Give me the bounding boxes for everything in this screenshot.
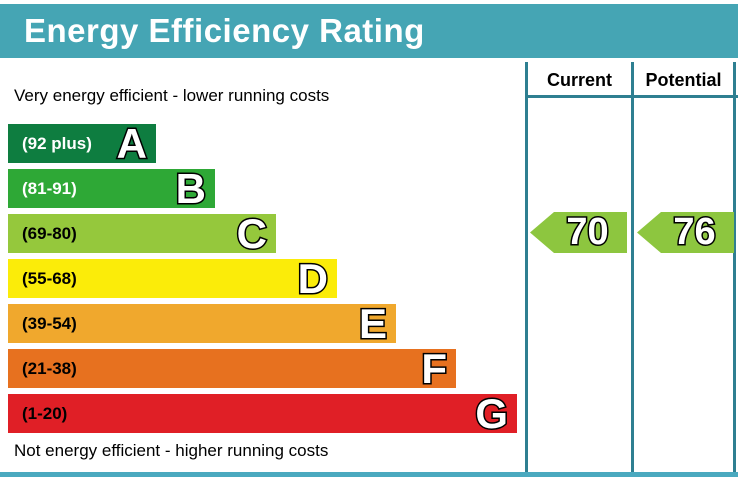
band-row-g: (1-20) G <box>8 390 517 437</box>
band-row-e: (39-54) E <box>8 300 396 347</box>
current-rating-arrow: 70 <box>530 212 627 253</box>
band-row-b: (81-91) B <box>8 165 215 212</box>
band-letter: B <box>174 165 207 212</box>
band-range-label: (39-54) <box>22 313 77 333</box>
table-divider-right <box>733 62 736 477</box>
band-letter: G <box>474 390 510 437</box>
bottom-caption: Not energy efficient - higher running co… <box>14 441 329 460</box>
band-range-label: (69-80) <box>22 223 77 243</box>
band-range-label: (92 plus) <box>22 133 92 153</box>
chart-title-bar: Energy Efficiency Rating <box>0 4 738 58</box>
table-divider-middle <box>631 62 634 477</box>
band-letter: E <box>357 300 388 347</box>
column-header-current: Current <box>546 69 612 90</box>
band-row-c: (69-80) C <box>8 210 276 257</box>
band-range-label: (21-38) <box>22 358 77 378</box>
current-rating-value: 70 <box>565 211 610 253</box>
potential-rating-arrow: 76 <box>637 212 734 253</box>
chart-title: Energy Efficiency Rating <box>24 12 425 49</box>
chart-bottom-border <box>0 472 738 477</box>
potential-rating-value: 76 <box>672 211 717 253</box>
column-header-potential: Potential <box>645 69 722 90</box>
top-caption: Very energy efficient - lower running co… <box>14 86 330 105</box>
band-letter: F <box>420 345 449 392</box>
band-range-label: (55-68) <box>22 268 77 288</box>
bands: (92 plus) A (81-91) B (69-80) C (55-68) D (39-54… <box>8 120 517 439</box>
band-letter: D <box>296 255 329 302</box>
band-letter: A <box>115 120 148 167</box>
table-divider-left <box>525 62 528 477</box>
band-row-f: (21-38) F <box>8 345 456 392</box>
header-underline <box>525 95 738 98</box>
band-row-a: (92 plus) A <box>8 120 156 167</box>
band-range-label: (1-20) <box>22 403 68 423</box>
band-letter: C <box>235 210 268 257</box>
band-row-d: (55-68) D <box>8 255 337 302</box>
band-range-label: (81-91) <box>22 178 77 198</box>
